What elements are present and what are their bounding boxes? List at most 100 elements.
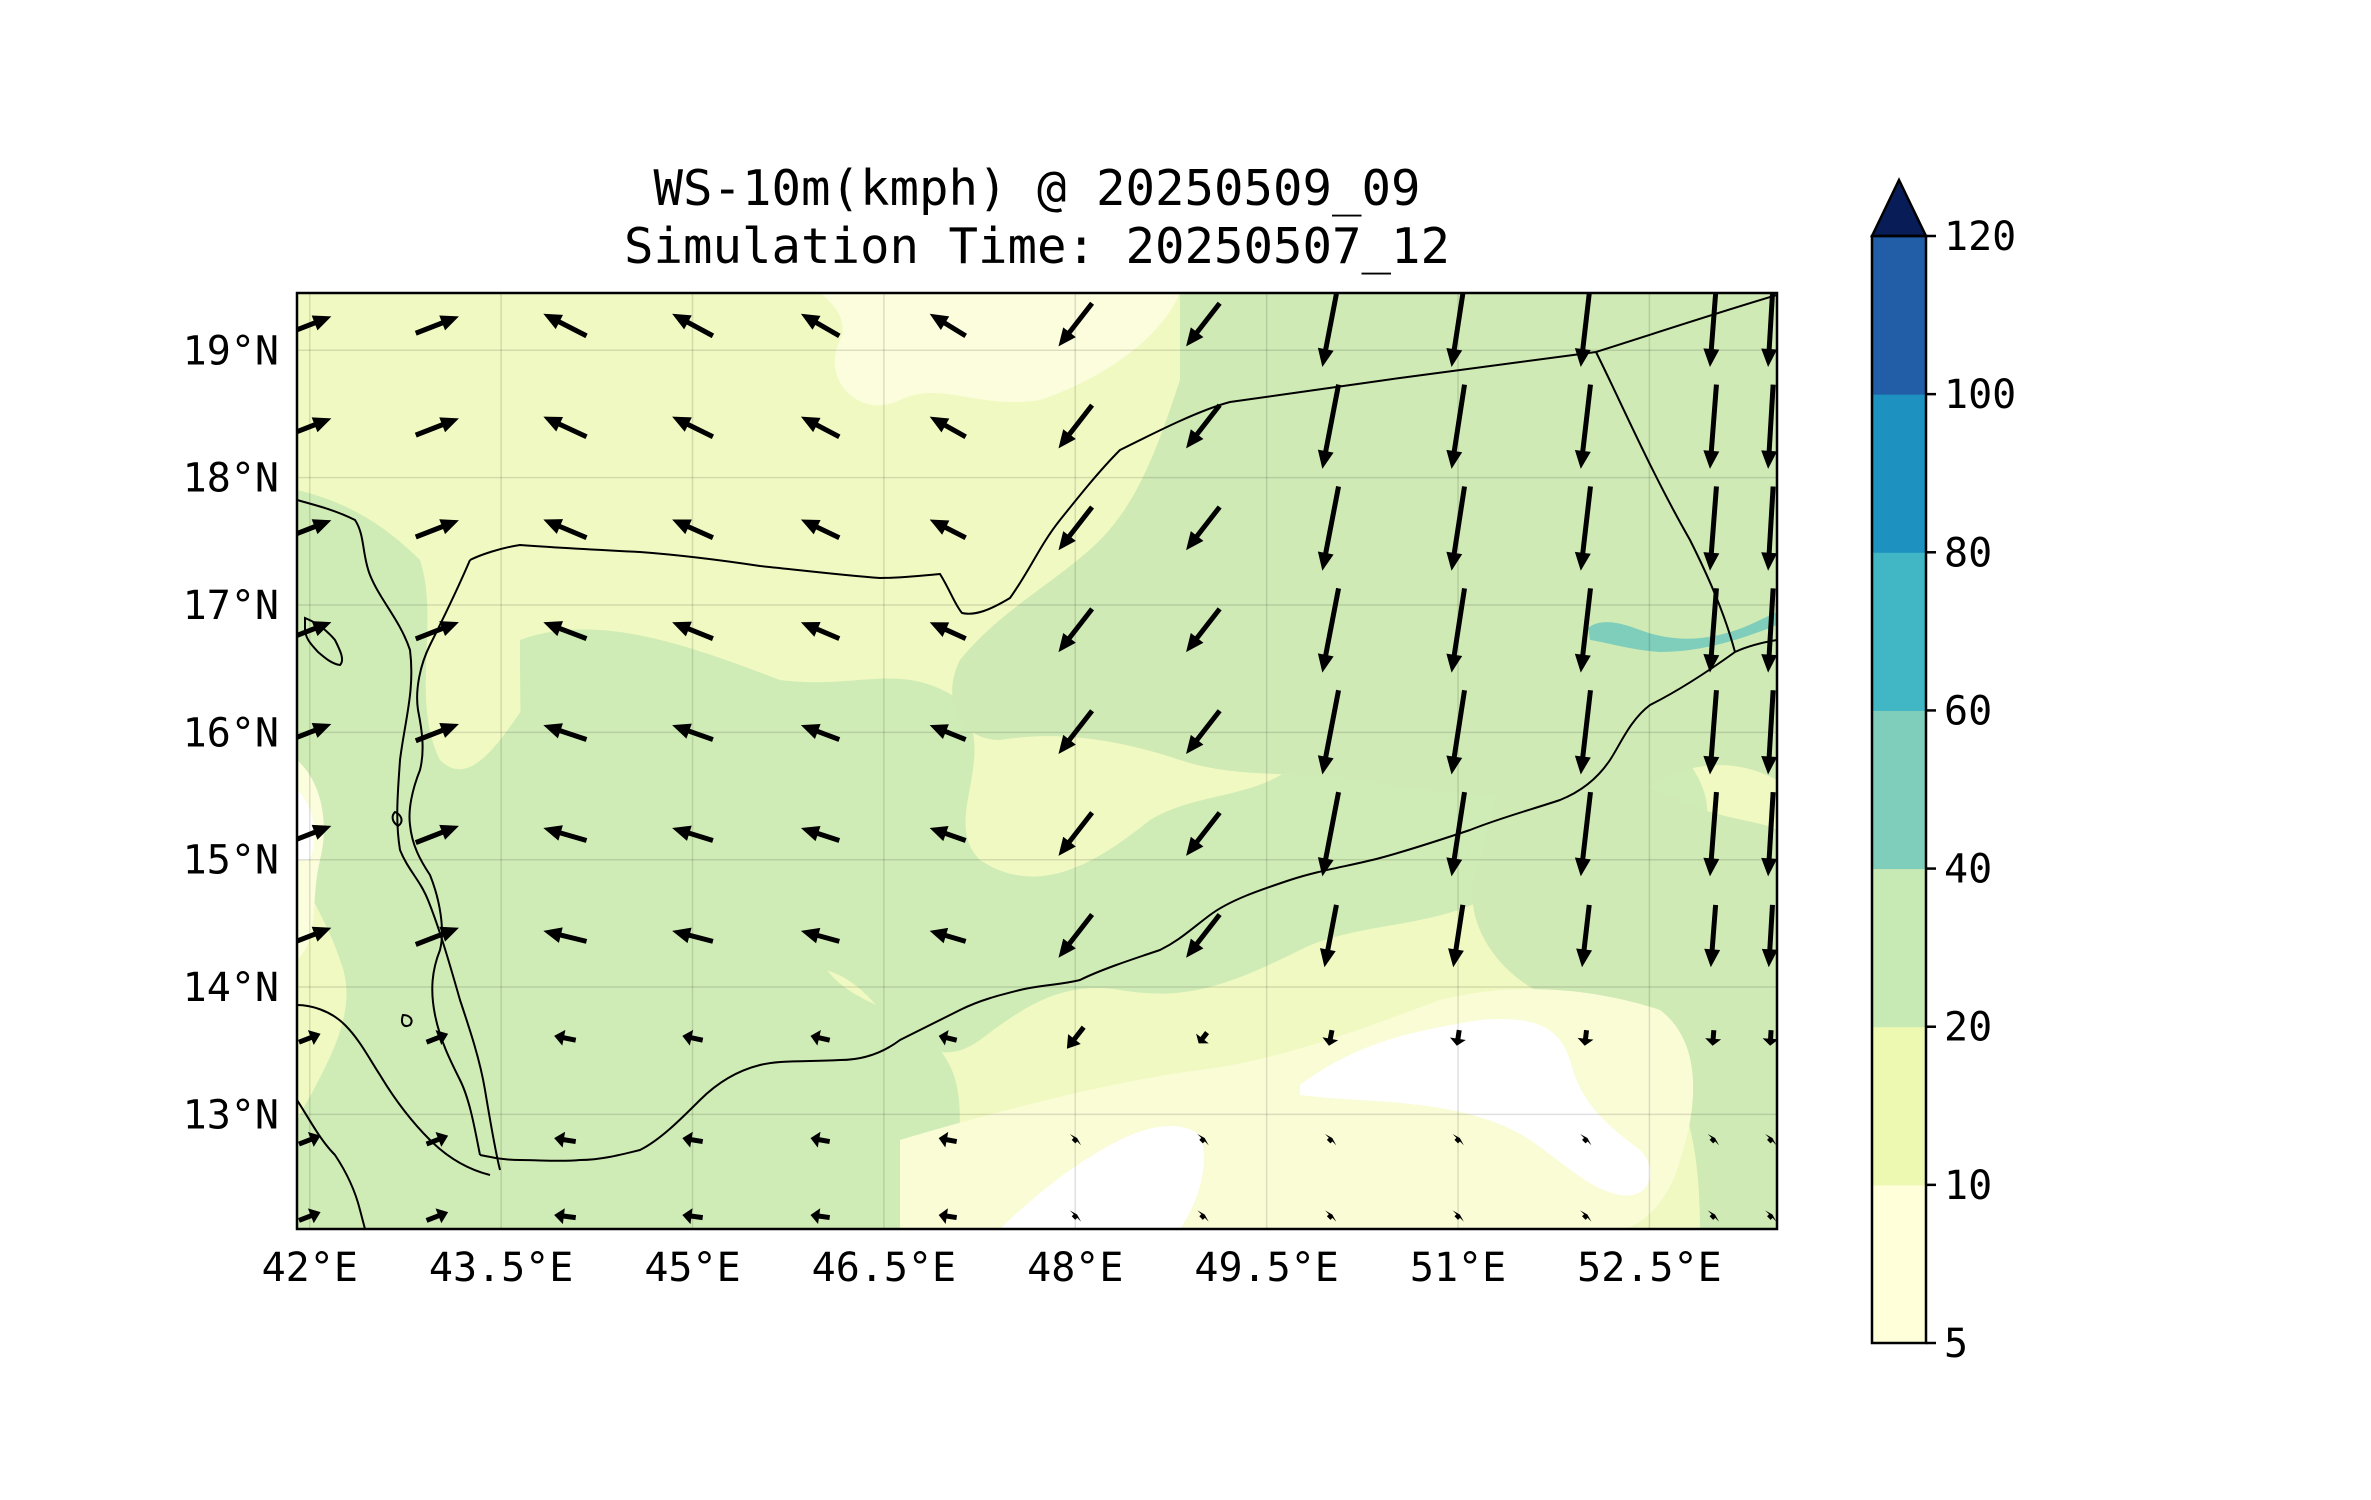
field-band-below-5-redsea — [297, 790, 315, 860]
wind-arrow — [1707, 1210, 1720, 1222]
wind-arrow — [414, 824, 459, 845]
wind-arrow — [800, 723, 841, 742]
wind-arrow — [800, 519, 841, 540]
map-panel: 42°E 43.5°E 45°E 46.5°E 48°E 49.5°E 51°E 52.5°E… — [183, 291, 1779, 1291]
wind-arrow — [1761, 690, 1777, 775]
wind-arrow — [297, 926, 332, 944]
wind-arrow — [1705, 1029, 1722, 1046]
wind-arrow — [929, 622, 967, 641]
wind-arrow — [1186, 301, 1222, 347]
wind-arrow — [800, 927, 840, 944]
wind-arrow — [810, 1029, 831, 1046]
map-frame — [295, 291, 1779, 1231]
colorbar-tick-label: 40 — [1944, 847, 1992, 893]
latitude-tick-labels: 13°N 14°N 15°N 16°N 17°N 18°N 19°N — [183, 328, 279, 1138]
wind-arrow — [543, 723, 588, 742]
wind-arrow — [414, 926, 459, 947]
wind-arrow — [1574, 689, 1593, 775]
wind-arrow — [1058, 301, 1095, 347]
wind-arrow — [1574, 293, 1592, 367]
wind-arrow — [672, 723, 714, 742]
lon-tick-label: 51°E — [1410, 1245, 1506, 1291]
african-coast-south — [297, 1004, 491, 1176]
colorbar-tick-label: 100 — [1944, 372, 2016, 418]
colorbar: 5 10 20 40 60 80 100 120 — [1870, 177, 2016, 1367]
wind-arrow — [554, 1208, 577, 1225]
wind-arrow — [1574, 791, 1593, 877]
wind-arrow — [938, 1208, 958, 1225]
lon-tick-label: 49.5°E — [1194, 1245, 1339, 1291]
wind-arrow — [682, 1131, 704, 1148]
wind-arrow — [1058, 505, 1095, 551]
wind-arrow — [1058, 403, 1095, 449]
kamaran-island — [391, 810, 403, 828]
lat-tick-label: 15°N — [183, 838, 279, 884]
wind-arrow — [414, 417, 459, 438]
wind-arrow — [1765, 1210, 1777, 1222]
wind-arrow — [1761, 588, 1777, 673]
coastline-and-borders — [297, 294, 1777, 1229]
wind-arrow — [297, 519, 332, 537]
wind-arrow — [554, 1029, 577, 1046]
wind-vectors — [297, 293, 1777, 1225]
lat-tick-label: 19°N — [183, 328, 279, 374]
wind-arrow — [543, 416, 588, 440]
colorbar-tick-label: 5 — [1944, 1321, 1968, 1367]
wind-arrow — [1186, 403, 1222, 449]
wind-arrow — [1317, 485, 1342, 571]
wind-arrow — [929, 724, 967, 742]
wind-arrow — [1452, 1210, 1464, 1222]
wind-arrow — [1761, 293, 1777, 367]
field-band-20-40-northeast — [952, 293, 1777, 795]
colorbar-segment — [1872, 394, 1926, 553]
wind-arrow — [1317, 293, 1340, 367]
wind-arrow — [1058, 709, 1095, 754]
wind-arrow — [543, 519, 588, 541]
wind-arrow — [1703, 486, 1720, 571]
wind-arrow — [682, 1208, 704, 1225]
wind-arrow — [1069, 1210, 1082, 1222]
colorbar-frame — [1870, 234, 1928, 1345]
saudi-yemen-border — [469, 351, 1597, 615]
wind-arrow — [297, 723, 332, 740]
title-line-2: Simulation Time: 20250507_12 — [623, 218, 1450, 275]
wind-speed-field — [297, 293, 1777, 1229]
wind-arrow — [929, 927, 967, 944]
wind-arrow — [1703, 690, 1720, 775]
colorbar-tick-label: 80 — [1944, 530, 1992, 576]
wind-arrow — [1186, 607, 1222, 653]
wind-arrow — [1574, 588, 1593, 673]
colorbar-extend-arrow — [1870, 177, 1928, 238]
lon-tick-label: 52.5°E — [1577, 1245, 1722, 1291]
wind-arrow — [929, 313, 967, 339]
wind-arrow — [543, 621, 588, 641]
wind-arrow — [929, 519, 967, 540]
wind-arrow — [672, 416, 715, 440]
map-title: WS-10m(kmph) @ 20250509_09 Simulation Ti… — [297, 160, 1777, 276]
wind-arrow — [1322, 1029, 1339, 1046]
wind-arrow — [543, 313, 588, 339]
lat-tick-label: 18°N — [183, 456, 279, 502]
yemen-oman-border — [1734, 639, 1777, 653]
wind-arrow — [1317, 587, 1342, 673]
wind-arrow — [425, 1030, 449, 1046]
wind-arrow — [1058, 912, 1095, 958]
colorbar-segment — [1872, 868, 1926, 1028]
lon-tick-label: 43.5°E — [429, 1245, 574, 1291]
wind-arrow — [1577, 1029, 1594, 1046]
lon-tick-label: 45°E — [644, 1245, 740, 1291]
colorbar-segment — [1872, 236, 1926, 395]
wind-arrow — [929, 416, 967, 439]
wind-arrow — [1196, 1031, 1210, 1044]
lat-tick-label: 16°N — [183, 710, 279, 756]
wind-arrow — [1186, 811, 1222, 856]
wind-arrow — [938, 1131, 958, 1148]
wind-arrow — [1580, 1210, 1592, 1222]
colorbar-segment — [1872, 710, 1926, 870]
colorbar-segment — [1872, 1026, 1926, 1186]
wind-arrow — [297, 824, 332, 842]
wind-arrow — [425, 1131, 449, 1147]
field-band-below-5-gulf-west — [1000, 1125, 1204, 1229]
wind-arrow — [1446, 791, 1467, 877]
